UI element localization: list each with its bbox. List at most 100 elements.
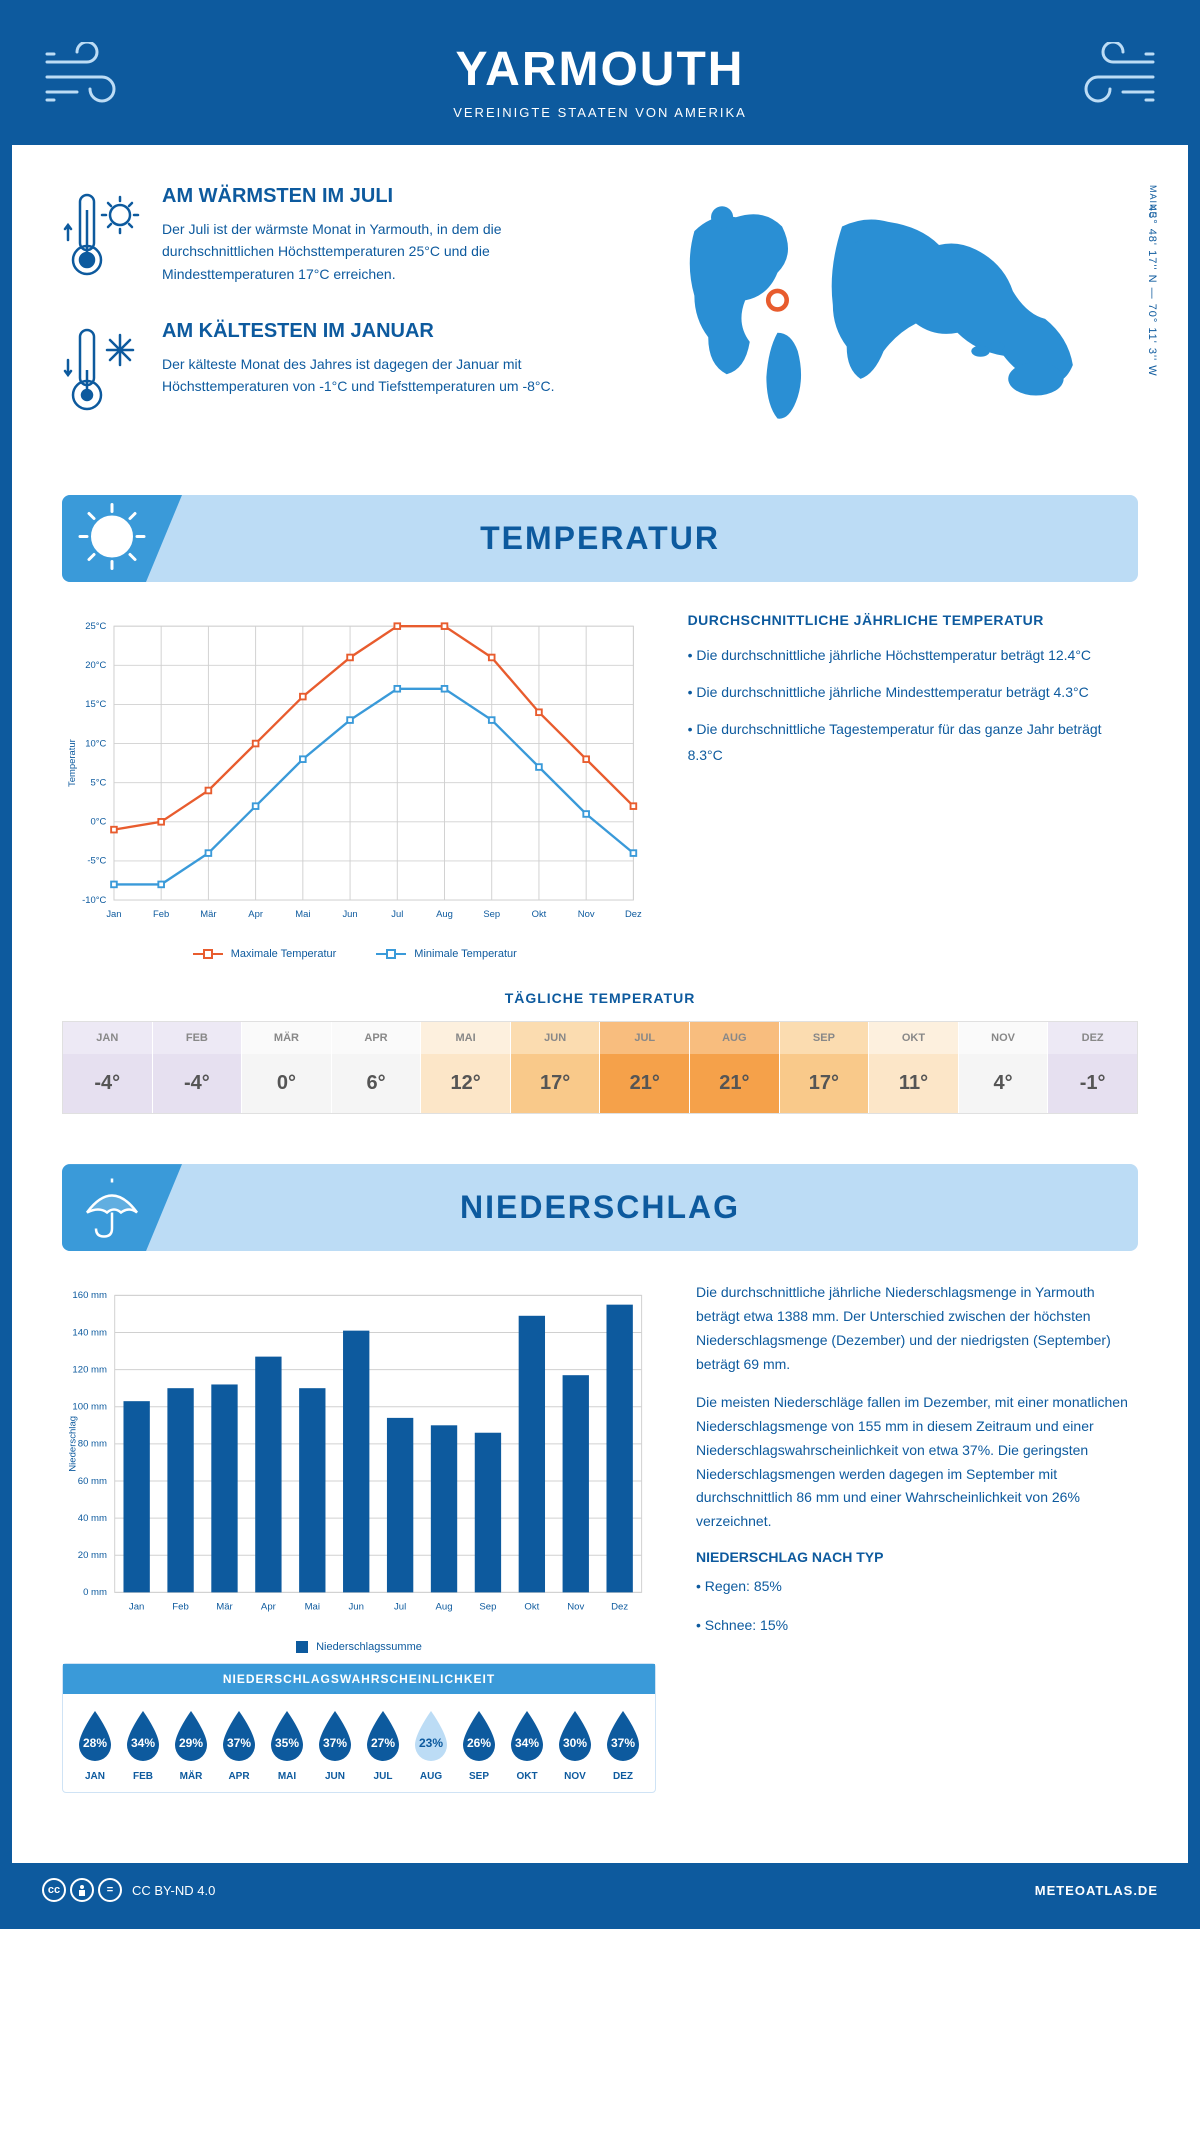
precip-type-title: NIEDERSCHLAG NACH TYP <box>696 1549 1138 1565</box>
svg-text:60 mm: 60 mm <box>78 1476 107 1487</box>
svg-text:37%: 37% <box>323 1736 347 1750</box>
svg-text:Jan: Jan <box>106 909 121 920</box>
svg-text:23%: 23% <box>419 1736 443 1750</box>
temp-stat-3: • Die durchschnittliche Tagestemperatur … <box>688 717 1138 767</box>
daily-temp-title: TÄGLICHE TEMPERATUR <box>62 990 1138 1006</box>
warmest-fact: AM WÄRMSTEN IM JULI Der Juli ist der wär… <box>62 185 580 290</box>
svg-text:Jun: Jun <box>342 909 357 920</box>
probability-box: NIEDERSCHLAGSWAHRSCHEINLICHKEIT 28% JAN … <box>62 1663 656 1793</box>
svg-text:Jun: Jun <box>348 1602 363 1613</box>
daily-temp-cell: SEP 17° <box>780 1022 870 1113</box>
svg-text:20°C: 20°C <box>85 660 106 671</box>
thermometer-snow-icon <box>62 320 142 425</box>
precip-type-1: • Regen: 85% <box>696 1575 1138 1599</box>
legend-precip: Niederschlagssumme <box>296 1641 422 1653</box>
temperature-stats: DURCHSCHNITTLICHE JÄHRLICHE TEMPERATUR •… <box>688 612 1138 960</box>
probability-drop: 35% MAI <box>265 1709 309 1782</box>
header: YARMOUTH VEREINIGTE STAATEN VON AMERIKA <box>12 12 1188 145</box>
site-name: METEOATLAS.DE <box>1035 1883 1158 1898</box>
svg-text:80 mm: 80 mm <box>78 1439 107 1450</box>
coldest-fact: AM KÄLTESTEN IM JANUAR Der kälteste Mona… <box>62 320 580 425</box>
svg-text:Okt: Okt <box>532 909 547 920</box>
svg-text:Aug: Aug <box>436 1602 453 1613</box>
precipitation-text: Die durchschnittliche jährliche Niedersc… <box>696 1281 1138 1793</box>
svg-text:Apr: Apr <box>261 1602 277 1613</box>
svg-text:Temperatur: Temperatur <box>67 739 78 787</box>
svg-text:Apr: Apr <box>248 909 263 920</box>
daily-temp-cell: JAN -4° <box>63 1022 153 1113</box>
probability-drop: 28% JAN <box>73 1709 117 1782</box>
temperature-line-chart: -10°C-5°C0°C5°C10°C15°C20°C25°CJanFebMär… <box>62 612 648 960</box>
temp-stat-1: • Die durchschnittliche jährliche Höchst… <box>688 643 1138 668</box>
svg-text:Sep: Sep <box>483 909 500 920</box>
temperature-section-header: TEMPERATUR <box>62 495 1138 582</box>
svg-text:Mai: Mai <box>305 1602 320 1613</box>
daily-temp-cell: OKT 11° <box>869 1022 959 1113</box>
svg-text:Jan: Jan <box>129 1602 144 1613</box>
svg-text:28%: 28% <box>83 1736 107 1750</box>
svg-text:26%: 26% <box>467 1736 491 1750</box>
svg-text:160 mm: 160 mm <box>72 1290 107 1301</box>
svg-text:Dez: Dez <box>611 1602 628 1613</box>
warmest-text: Der Juli ist der wärmste Monat in Yarmou… <box>162 218 580 285</box>
daily-temp-table: JAN -4° FEB -4° MÄR 0° APR 6° MAI 12° JU… <box>62 1021 1138 1114</box>
svg-text:Nov: Nov <box>578 909 595 920</box>
svg-text:34%: 34% <box>131 1736 155 1750</box>
precip-type-2: • Schnee: 15% <box>696 1614 1138 1638</box>
cc-icon: cc <box>42 1878 66 1902</box>
svg-text:37%: 37% <box>227 1736 251 1750</box>
probability-drop: 26% SEP <box>457 1709 501 1782</box>
coldest-text: Der kälteste Monat des Jahres ist dagege… <box>162 353 580 398</box>
precipitation-section-header: NIEDERSCHLAG <box>62 1164 1138 1251</box>
daily-temp-cell: APR 6° <box>332 1022 422 1113</box>
coldest-title: AM KÄLTESTEN IM JANUAR <box>162 320 580 343</box>
coordinates: 43° 48' 17'' N — 70° 11' 3'' W <box>1146 205 1158 377</box>
infographic-container: YARMOUTH VEREINIGTE STAATEN VON AMERIKA … <box>0 0 1200 1929</box>
temp-stats-title: DURCHSCHNITTLICHE JÄHRLICHE TEMPERATUR <box>688 612 1138 628</box>
svg-text:Niederschlag: Niederschlag <box>67 1416 78 1472</box>
thermometer-sun-icon <box>62 185 142 290</box>
svg-text:Okt: Okt <box>524 1602 539 1613</box>
warmest-title: AM WÄRMSTEN IM JULI <box>162 185 580 208</box>
svg-text:37%: 37% <box>611 1736 635 1750</box>
page-title: YARMOUTH <box>32 42 1168 97</box>
svg-text:0°C: 0°C <box>91 817 107 828</box>
page-subtitle: VEREINIGTE STAATEN VON AMERIKA <box>32 105 1168 120</box>
wind-icon-left <box>42 42 132 117</box>
svg-text:100 mm: 100 mm <box>72 1402 107 1413</box>
daily-temp-cell: JUL 21° <box>600 1022 690 1113</box>
precipitation-bar-chart: 0 mm20 mm40 mm60 mm80 mm100 mm120 mm140 … <box>62 1281 656 1793</box>
svg-text:Mai: Mai <box>295 909 310 920</box>
svg-text:Mär: Mär <box>216 1602 233 1613</box>
precip-p1: Die durchschnittliche jährliche Niedersc… <box>696 1281 1138 1376</box>
daily-temp-cell: MAI 12° <box>421 1022 511 1113</box>
svg-text:120 mm: 120 mm <box>72 1365 107 1376</box>
by-icon <box>70 1878 94 1902</box>
temperature-title: TEMPERATUR <box>92 520 1108 557</box>
svg-text:Sep: Sep <box>479 1602 496 1613</box>
daily-temp-cell: FEB -4° <box>153 1022 243 1113</box>
svg-text:Nov: Nov <box>567 1602 584 1613</box>
svg-text:10°C: 10°C <box>85 738 106 749</box>
svg-text:29%: 29% <box>179 1736 203 1750</box>
svg-text:20 mm: 20 mm <box>78 1550 107 1561</box>
legend-min: .legend-item:nth-child(2) .legend-line::… <box>376 948 517 960</box>
umbrella-icon <box>77 1170 147 1245</box>
svg-text:15°C: 15°C <box>85 699 106 710</box>
svg-text:-5°C: -5°C <box>87 856 106 867</box>
svg-text:-10°C: -10°C <box>82 895 106 906</box>
svg-text:Aug: Aug <box>436 909 453 920</box>
probability-drop: 37% DEZ <box>601 1709 645 1782</box>
svg-text:Mär: Mär <box>200 909 216 920</box>
daily-temp-cell: JUN 17° <box>511 1022 601 1113</box>
probability-drop: 37% JUN <box>313 1709 357 1782</box>
svg-text:40 mm: 40 mm <box>78 1513 107 1524</box>
svg-text:Feb: Feb <box>153 909 169 920</box>
daily-temp-cell: NOV 4° <box>959 1022 1049 1113</box>
svg-text:25°C: 25°C <box>85 621 106 632</box>
daily-temp-cell: MÄR 0° <box>242 1022 332 1113</box>
svg-text:Jul: Jul <box>391 909 403 920</box>
svg-text:140 mm: 140 mm <box>72 1327 107 1338</box>
daily-temp-cell: DEZ -1° <box>1048 1022 1137 1113</box>
svg-text:Feb: Feb <box>172 1602 189 1613</box>
